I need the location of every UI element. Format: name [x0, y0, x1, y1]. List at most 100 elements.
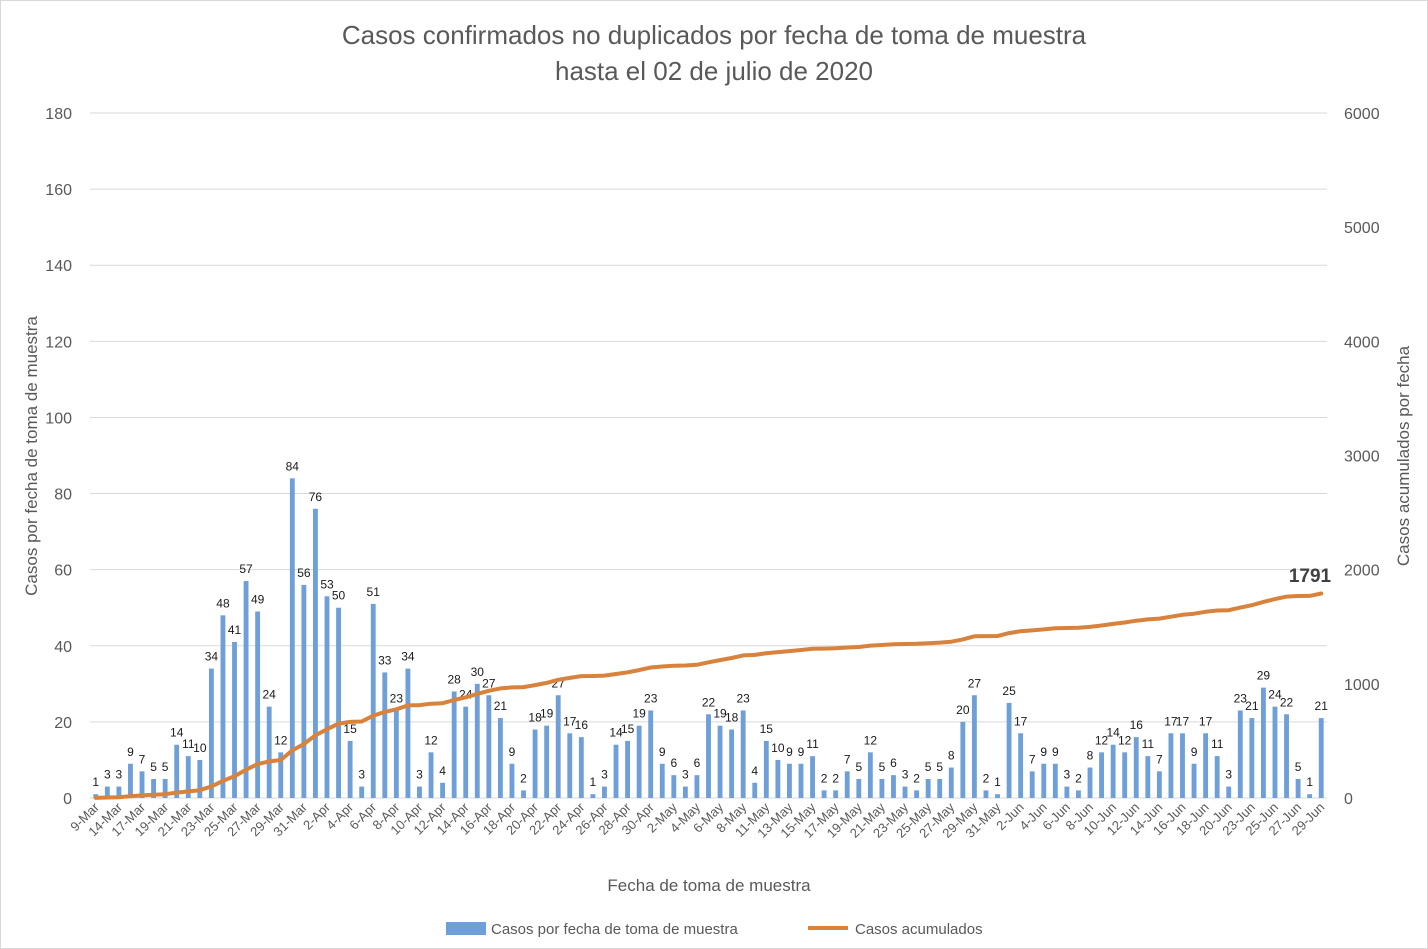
bar-value-label: 50: [332, 589, 346, 603]
cumulative-line: [93, 591, 1324, 800]
bar: [405, 668, 411, 798]
bar-value-label: 3: [1225, 768, 1232, 782]
legend: Casos por fecha de toma de muestra Casos…: [446, 921, 983, 938]
bar-value-label: 12: [1095, 733, 1109, 747]
bar-value-label: 12: [1118, 733, 1132, 747]
bar-value-label: 51: [367, 585, 381, 599]
bar-value-label: 14: [609, 726, 623, 740]
bar: [879, 778, 885, 798]
bar-value-label: 2: [913, 771, 920, 785]
bar: [1237, 710, 1243, 798]
bar-value-label: 1: [1306, 775, 1313, 789]
bar: [902, 786, 908, 798]
bar-value-label: 18: [528, 711, 542, 725]
bar: [821, 790, 827, 798]
bar: [278, 752, 284, 798]
bar-value-label: 3: [116, 768, 123, 782]
bar-value-label: 24: [1268, 688, 1282, 702]
bar: [1203, 733, 1209, 798]
right-axis-ticks: 0 1000 2000 3000 4000 5000 6000: [1344, 106, 1380, 808]
bar-value-label: 2: [983, 771, 990, 785]
bar-value-label: 3: [682, 768, 689, 782]
bar: [578, 737, 584, 798]
bar: [602, 786, 607, 798]
y-tick-label: 20: [54, 715, 72, 732]
bar: [1122, 752, 1128, 798]
bar-value-label: 2: [1075, 771, 1082, 785]
bar-value-label: 5: [150, 760, 157, 774]
y2-tick-label: 2000: [1344, 563, 1380, 580]
bar-value-label: 5: [855, 760, 862, 774]
bar-value-label: 24: [263, 688, 277, 702]
bar: [810, 756, 815, 798]
bar: [451, 691, 457, 798]
bar-value-label: 9: [509, 745, 516, 759]
cumulative-end-label: 1791: [1289, 566, 1332, 587]
bar-value-label: 3: [416, 768, 423, 782]
bar: [1145, 756, 1151, 798]
bar-value-label: 6: [670, 756, 677, 770]
bar-value-label: 9: [127, 745, 134, 759]
bar-value-label: 6: [890, 756, 897, 770]
bar: [740, 710, 746, 798]
bar-value-label: 7: [844, 752, 851, 766]
bar-value-label: 19: [540, 707, 554, 721]
bar: [648, 710, 654, 798]
bar-value-label: 21: [1245, 699, 1259, 713]
bar: [116, 786, 122, 798]
bar: [1076, 790, 1081, 798]
bar: [1318, 718, 1324, 798]
bar-value-label: 3: [358, 768, 365, 782]
bar-value-label: 23: [737, 691, 751, 705]
bar: [255, 611, 261, 798]
bar-value-label: 16: [575, 718, 589, 732]
bar-value-label: 5: [879, 760, 886, 774]
bar: [867, 752, 873, 798]
bar: [336, 607, 341, 798]
bar: [1041, 763, 1047, 798]
bar: [324, 596, 330, 798]
bar: [925, 778, 931, 798]
bar-value-label: 14: [1106, 726, 1120, 740]
bar-value-label: 3: [1064, 768, 1071, 782]
bar: [1191, 763, 1197, 798]
legend-bar-swatch: [446, 922, 486, 935]
bar-value-label: 12: [424, 733, 438, 747]
bar: [139, 771, 145, 798]
bar: [971, 695, 977, 798]
bar: [382, 672, 388, 798]
bar-value-label: 18: [725, 711, 739, 725]
bar: [1226, 786, 1232, 798]
bar: [1110, 744, 1116, 798]
bar-value-label: 23: [644, 691, 658, 705]
bar-value-label: 11: [1211, 737, 1224, 751]
bar-value-label: 49: [251, 593, 265, 607]
bar: [486, 695, 492, 798]
bar-value-label: 8: [948, 749, 955, 763]
y-tick-label: 100: [45, 410, 72, 427]
bar-value-label: 56: [297, 566, 311, 580]
bar-value-label: 7: [1156, 752, 1163, 766]
bar-value-label: 84: [286, 459, 300, 473]
bar: [798, 763, 804, 798]
bar-value-label: 4: [439, 764, 446, 778]
bar-value-label: 2: [520, 771, 527, 785]
gridlines: [90, 112, 1327, 799]
bar: [914, 790, 920, 798]
y2-tick-label: 4000: [1344, 334, 1380, 351]
bar: [1249, 718, 1255, 798]
bar-value-label: 10: [193, 741, 207, 755]
bar: [1156, 771, 1162, 798]
bar: [613, 744, 619, 798]
bar: [1168, 733, 1174, 798]
bar: [162, 778, 168, 798]
bar-value-label: 22: [702, 695, 716, 709]
bar-value-label: 9: [1052, 745, 1059, 759]
y-tick-label: 40: [54, 639, 72, 656]
bar: [393, 710, 399, 798]
bar-value-label: 5: [162, 760, 169, 774]
bar-value-label: 53: [320, 577, 334, 591]
bar-value-label: 34: [205, 650, 219, 664]
bar: [1295, 778, 1301, 798]
